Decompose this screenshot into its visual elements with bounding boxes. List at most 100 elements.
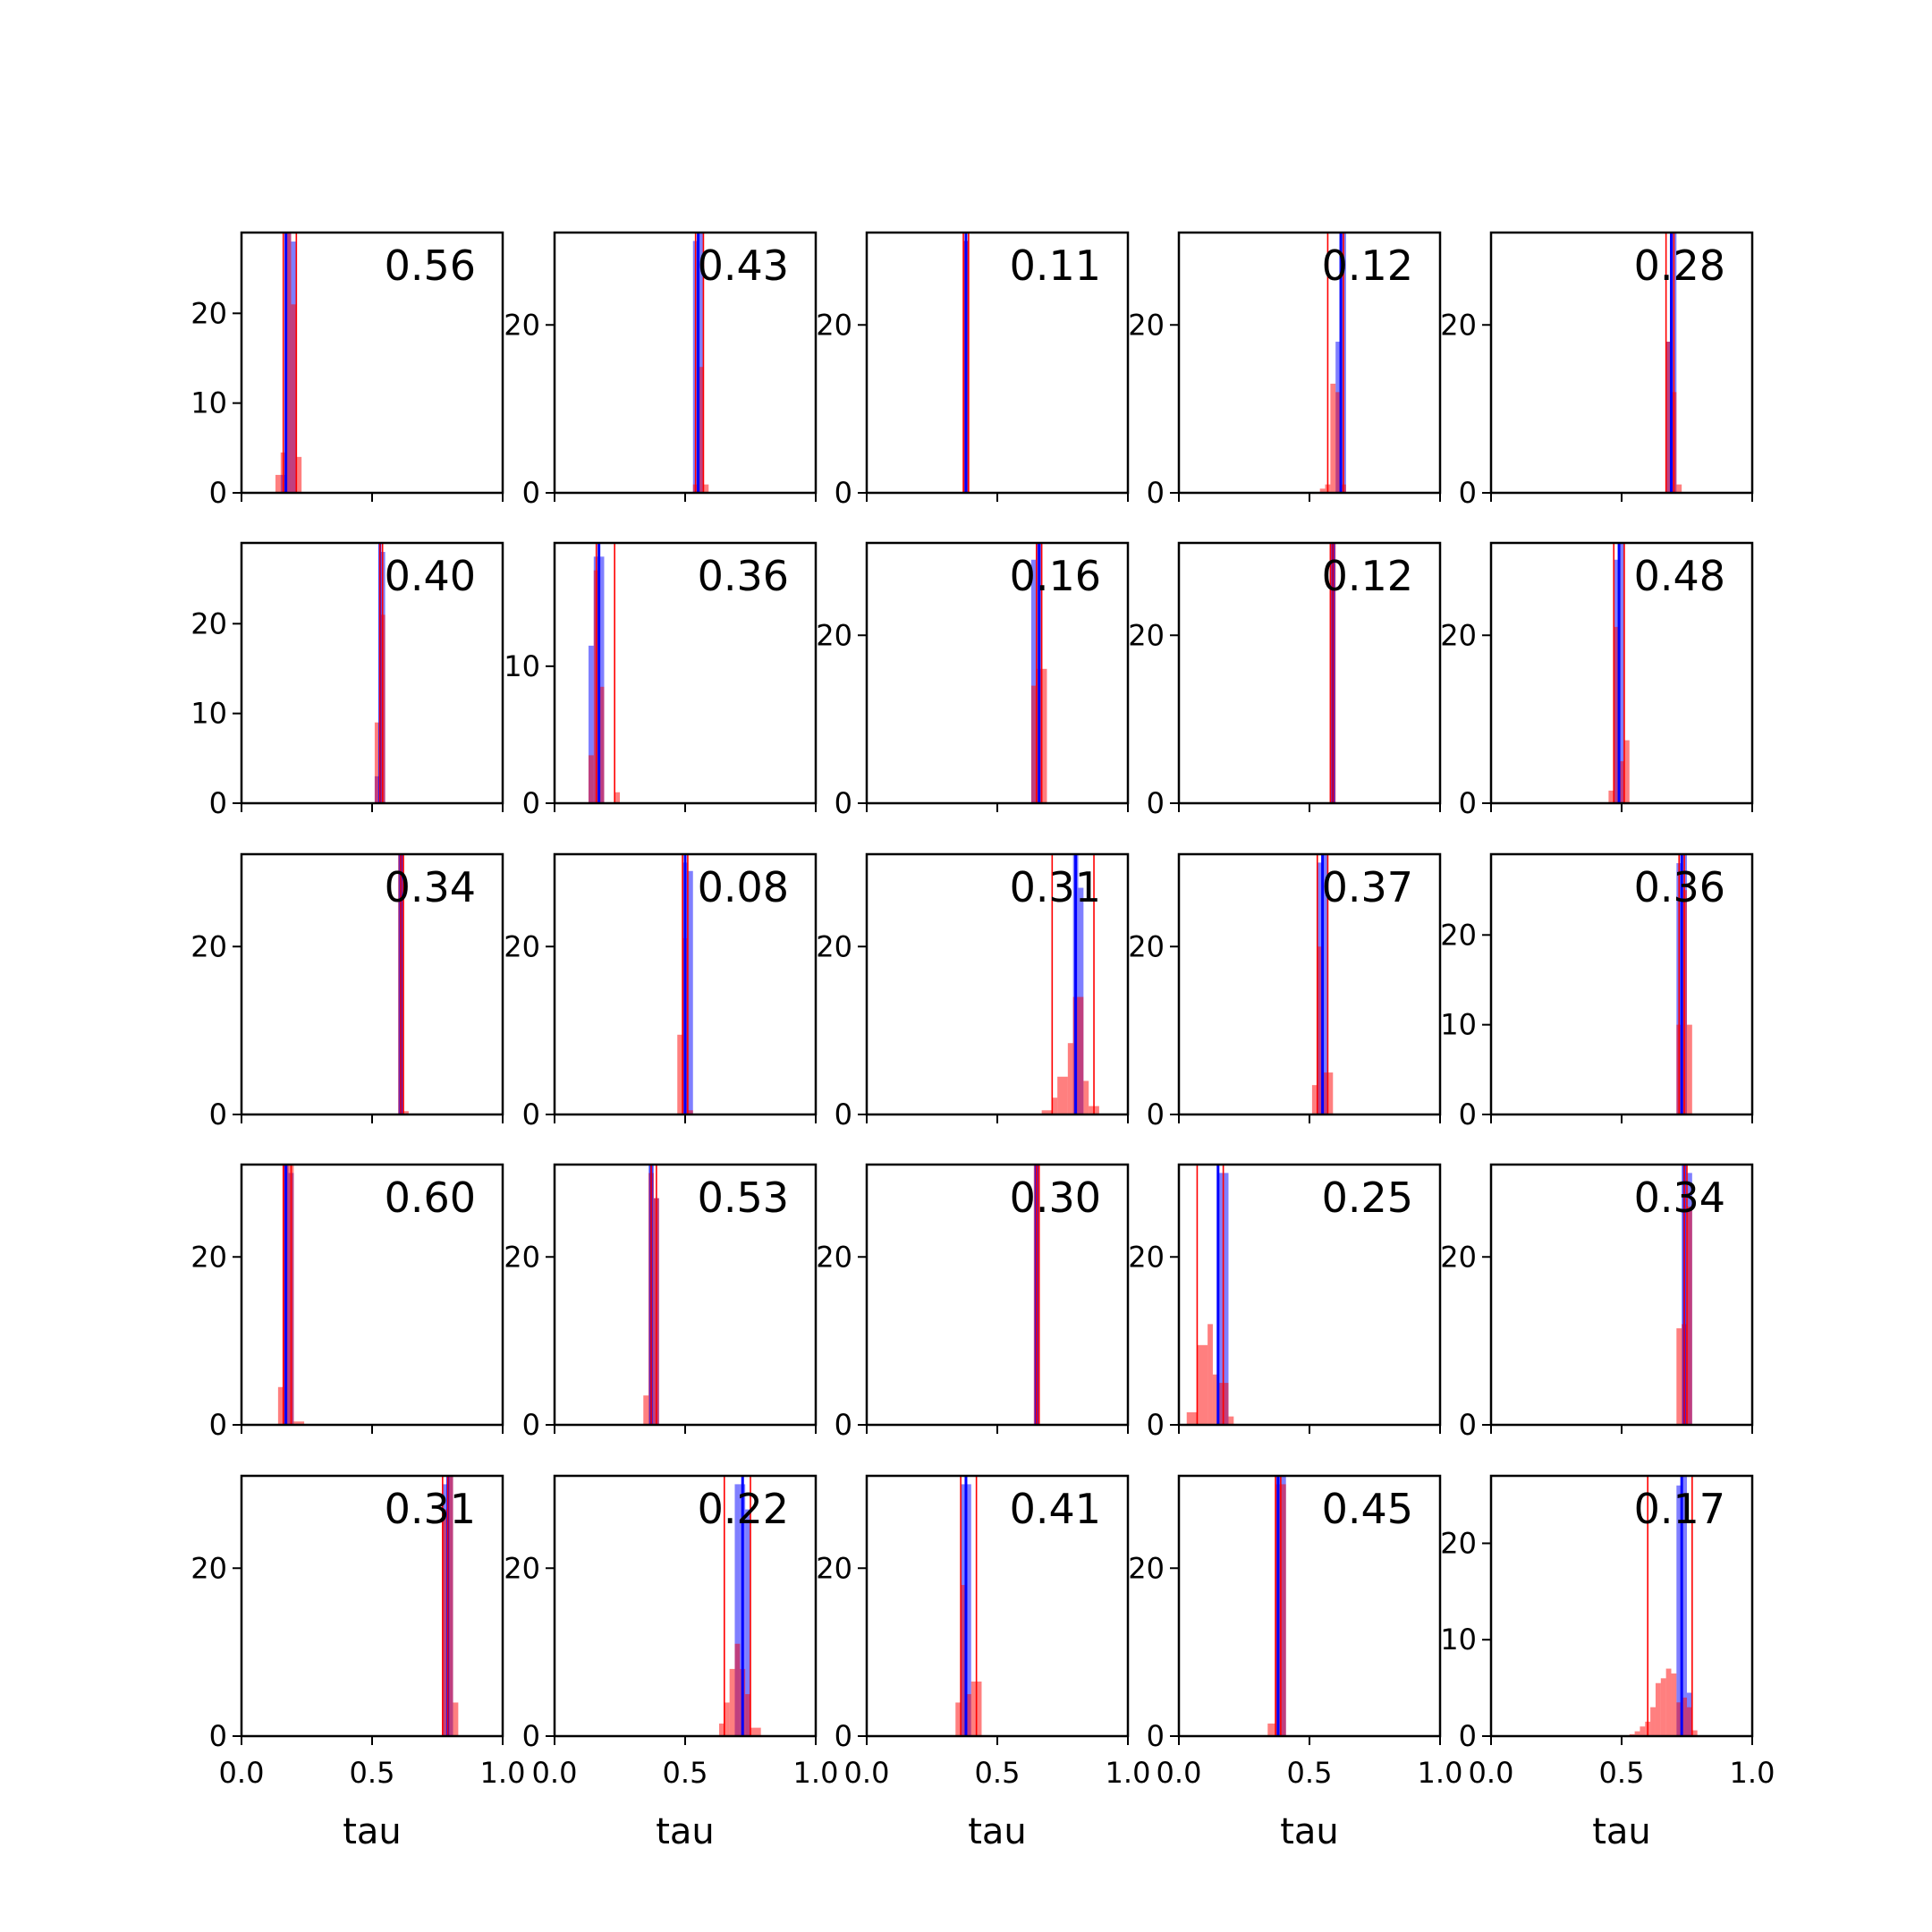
x-tick-label: 0.5: [1287, 1756, 1333, 1790]
y-tick-label: 0: [1147, 476, 1165, 510]
panel-value-label: 0.45: [1322, 1485, 1413, 1533]
y-tick-label: 20: [1128, 929, 1165, 963]
y-tick-label: 0: [1147, 1097, 1165, 1131]
y-tick-label: 0: [522, 476, 540, 510]
y-tick-label: 20: [816, 929, 852, 963]
x-tick-label: 1.0: [480, 1756, 526, 1790]
red-hist-bar: [718, 1723, 724, 1736]
blue-hist-bar: [1619, 543, 1624, 803]
red-hist-bar: [1660, 1678, 1666, 1736]
y-tick-label: 10: [1440, 1623, 1477, 1657]
red-hist-bar: [1687, 1024, 1692, 1114]
red-hist-bar: [291, 304, 297, 493]
panel-value-label: 0.34: [1634, 1174, 1725, 1222]
red-hist-bar: [1687, 1707, 1692, 1736]
red-hist-bar: [750, 1727, 761, 1736]
red-hist-bar: [1267, 1723, 1276, 1736]
red-hist-bar: [724, 1702, 730, 1736]
panel-value-label: 0.12: [1322, 242, 1413, 290]
x-tick-label: 0.0: [532, 1756, 578, 1790]
y-tick-label: 20: [504, 308, 540, 342]
y-tick-label: 0: [522, 786, 540, 820]
blue-hist-bar: [1217, 1173, 1224, 1425]
red-hist-bar: [1676, 1702, 1682, 1736]
y-tick-label: 0: [209, 786, 227, 820]
y-tick-label: 20: [504, 929, 540, 963]
red-hist-bar: [1223, 1383, 1229, 1425]
y-tick-label: 10: [1440, 1008, 1477, 1042]
blue-hist-bar: [1223, 1173, 1229, 1425]
red-hist-bar: [453, 1702, 459, 1736]
red-hist-bar: [1608, 790, 1614, 803]
red-hist-bar: [1634, 1731, 1640, 1736]
x-tick-label: 0.0: [1157, 1756, 1202, 1790]
red-hist-bar: [588, 755, 594, 803]
red-hist-bar: [745, 1694, 750, 1736]
panel-value-label: 0.37: [1322, 863, 1413, 911]
y-tick-label: 20: [1440, 308, 1477, 342]
x-axis-title: tau: [656, 1811, 715, 1852]
red-hist-bar: [1650, 1707, 1656, 1736]
y-tick-label: 0: [835, 786, 852, 820]
panel-value-label: 0.30: [1010, 1174, 1101, 1222]
red-hist-bar: [1327, 1072, 1334, 1114]
red-hist-bar: [1052, 1097, 1058, 1114]
y-tick-label: 0: [1459, 1719, 1477, 1753]
red-hist-bar: [403, 1111, 409, 1114]
red-hist-bar: [965, 1694, 971, 1736]
red-hist-bar: [614, 792, 620, 803]
red-hist-bar: [1676, 484, 1682, 493]
panel-value-label: 0.31: [385, 1485, 476, 1533]
y-tick-label: 20: [816, 1551, 852, 1585]
y-tick-label: 20: [816, 618, 852, 652]
red-hist-bar: [1335, 392, 1342, 493]
x-tick-label: 0.5: [663, 1756, 708, 1790]
red-hist-bar: [1217, 1383, 1224, 1425]
panel-value-label: 0.08: [698, 863, 789, 911]
x-tick-label: 0.0: [219, 1756, 265, 1790]
y-tick-label: 20: [191, 296, 227, 330]
y-tick-label: 0: [209, 1408, 227, 1442]
red-hist-bar: [677, 1034, 683, 1114]
x-axis-title: tau: [968, 1811, 1027, 1852]
red-hist-bar: [1623, 740, 1630, 803]
red-hist-bar: [1665, 1668, 1672, 1736]
y-tick-label: 20: [191, 929, 227, 963]
red-hist-bar: [1691, 1730, 1698, 1736]
y-tick-label: 20: [191, 1551, 227, 1585]
red-hist-bar: [643, 1395, 649, 1425]
blue-hist-bar: [698, 233, 704, 493]
y-tick-label: 0: [835, 1097, 852, 1131]
x-axis-title: tau: [1592, 1811, 1651, 1852]
y-tick-label: 0: [209, 1097, 227, 1131]
y-tick-label: 20: [1440, 1240, 1477, 1274]
red-hist-bar: [447, 1476, 453, 1736]
panel-value-label: 0.56: [385, 242, 476, 290]
blue-hist-bar: [588, 645, 594, 803]
panel-value-label: 0.36: [698, 552, 789, 600]
x-tick-label: 1.0: [1106, 1756, 1151, 1790]
y-tick-label: 20: [816, 1240, 852, 1274]
blue-hist-bar: [1322, 854, 1328, 1114]
red-hist-bar: [1671, 1673, 1677, 1736]
y-tick-label: 20: [191, 1240, 227, 1274]
panel-value-label: 0.60: [385, 1174, 476, 1222]
panel-value-label: 0.22: [698, 1485, 789, 1533]
x-axis-title: tau: [343, 1811, 402, 1852]
y-tick-label: 20: [1128, 308, 1165, 342]
red-hist-bar: [1228, 1416, 1234, 1425]
red-hist-bar: [1640, 1726, 1646, 1736]
red-hist-bar: [734, 1643, 741, 1736]
y-tick-label: 0: [522, 1097, 540, 1131]
y-tick-label: 0: [1459, 1408, 1477, 1442]
y-tick-label: 10: [191, 386, 227, 420]
red-hist-bar: [285, 233, 292, 493]
red-hist-bar: [1676, 1328, 1682, 1425]
panel-value-label: 0.34: [385, 863, 476, 911]
y-tick-label: 10: [504, 649, 540, 683]
y-tick-label: 20: [1440, 918, 1477, 952]
red-hist-bar: [1041, 1110, 1053, 1114]
red-hist-bar: [1619, 761, 1624, 803]
panel-value-label: 0.53: [698, 1174, 789, 1222]
y-tick-label: 0: [835, 1408, 852, 1442]
